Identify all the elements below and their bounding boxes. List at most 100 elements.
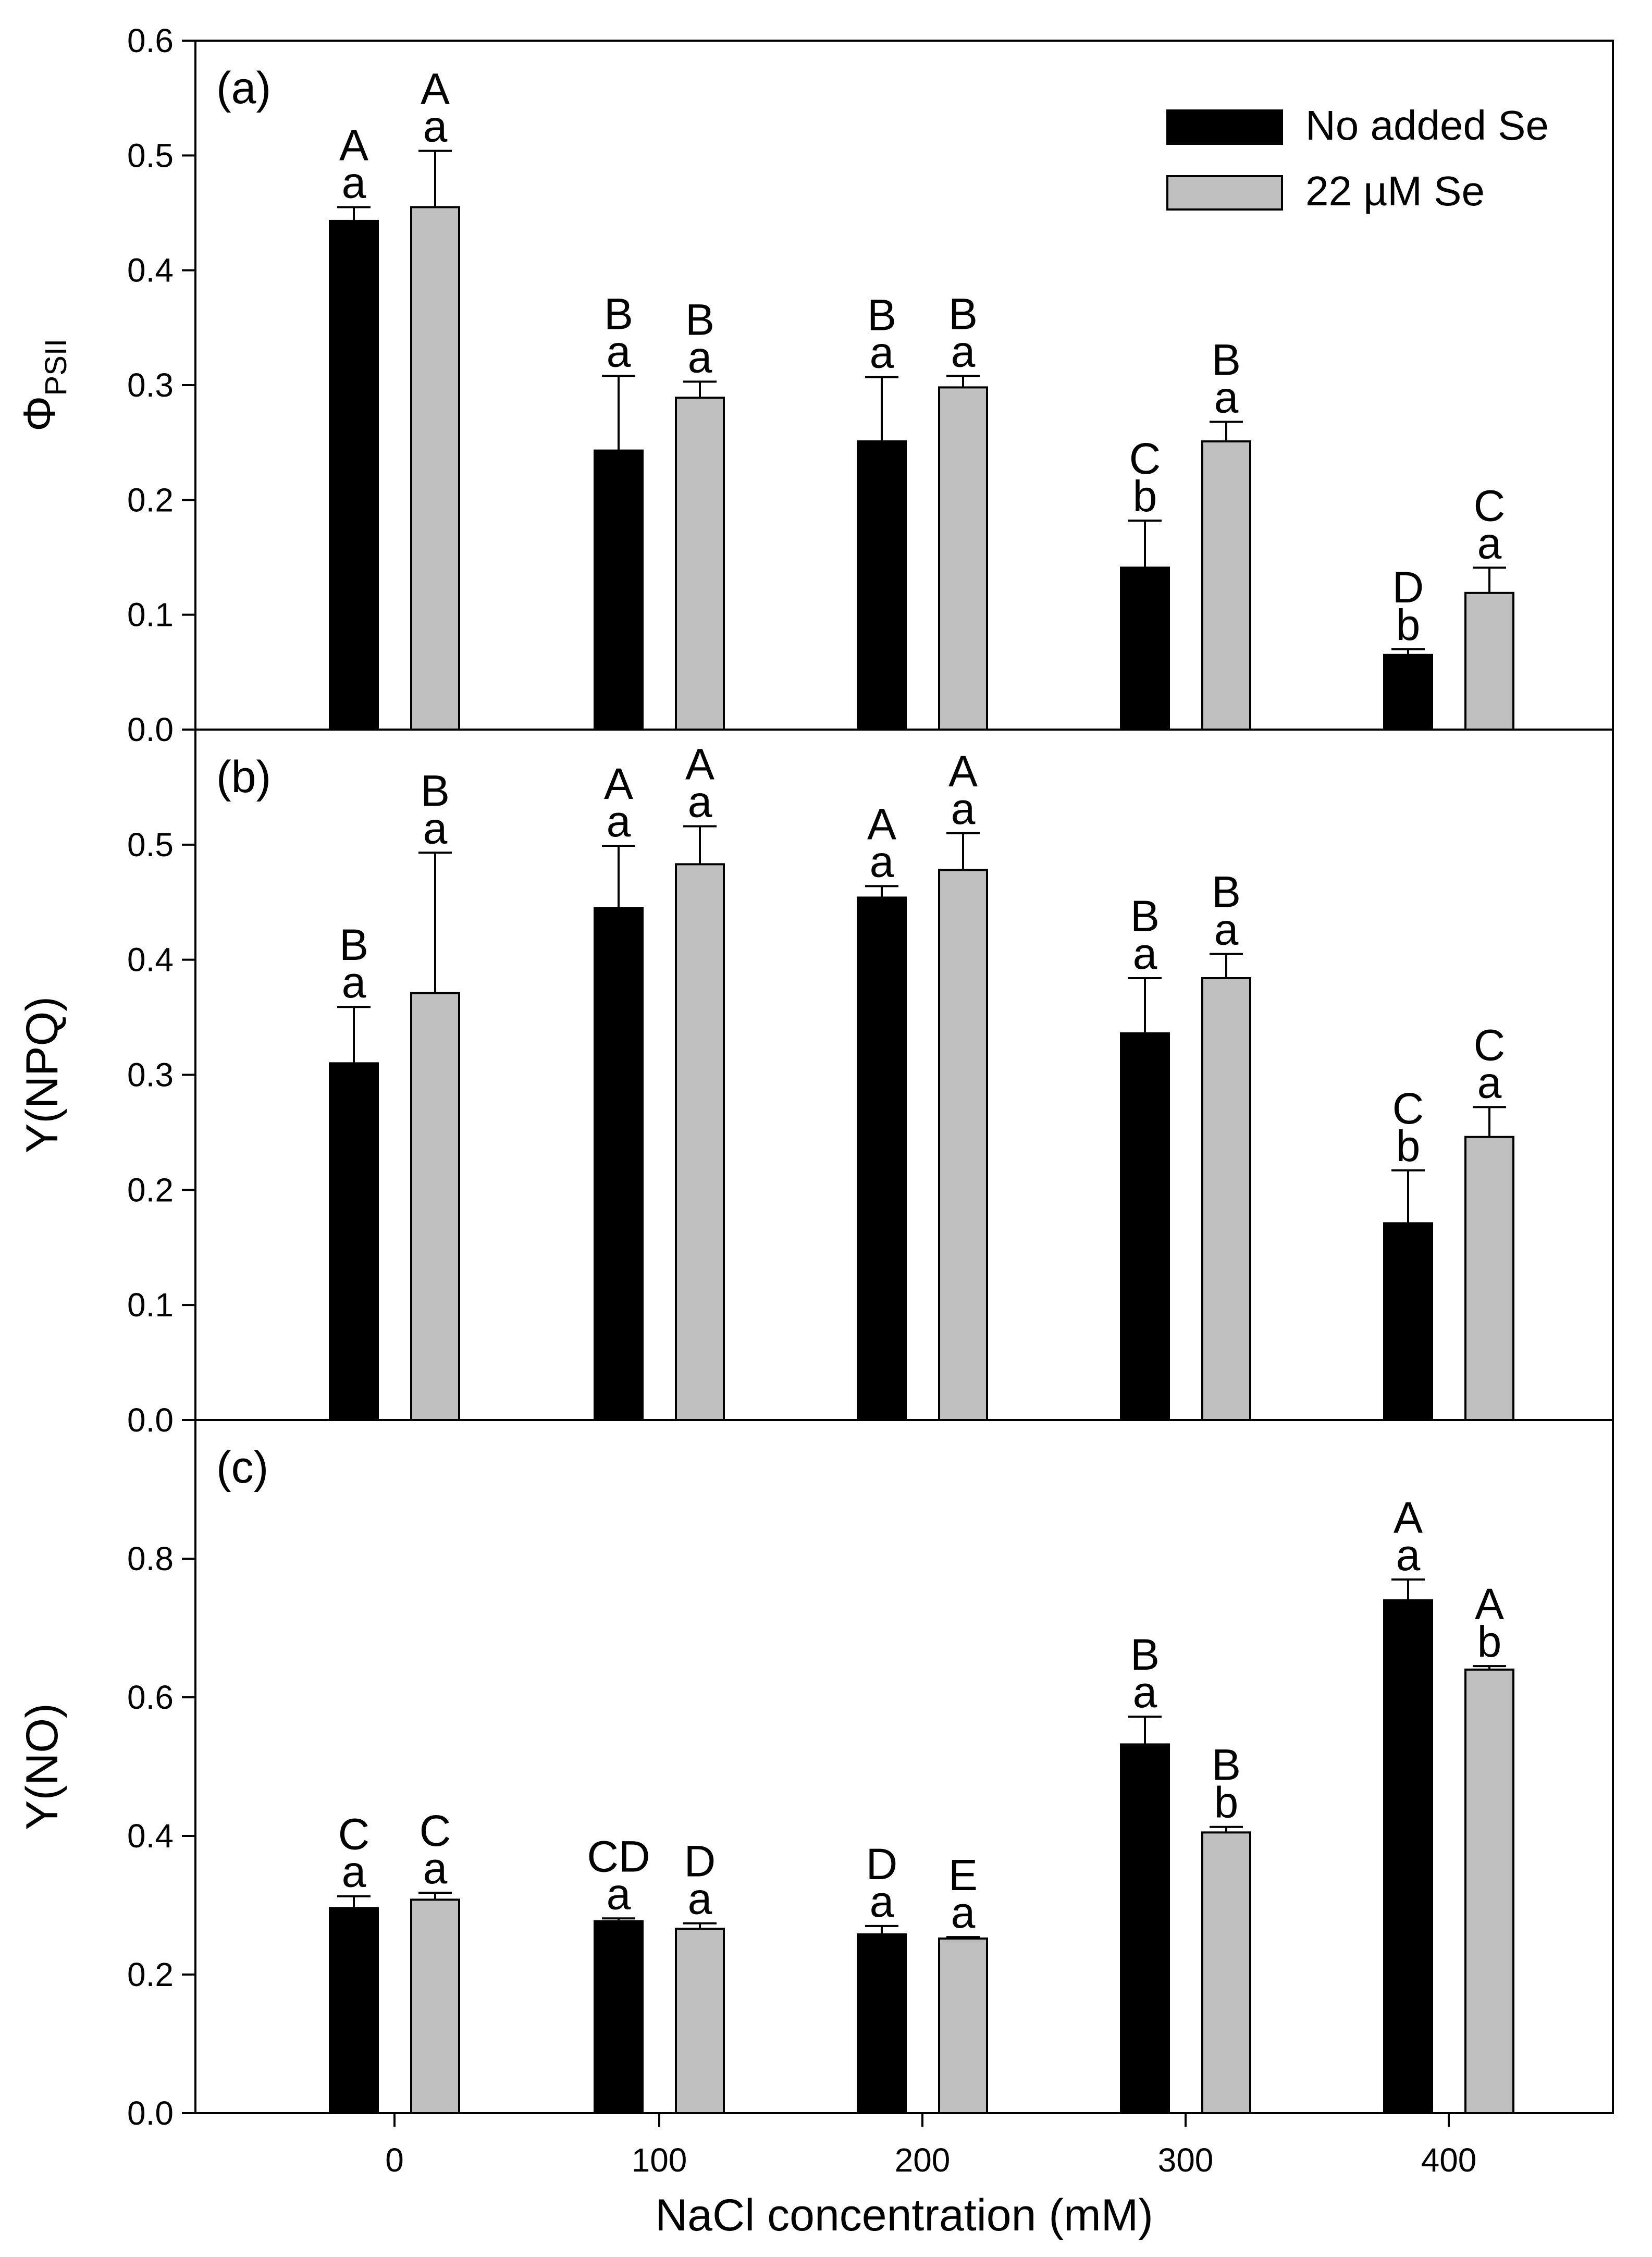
x-axis-title: NaCl concentration (mM) (655, 2190, 1153, 2240)
bar-no-se-0 (329, 1907, 379, 2115)
significance-letter-upper: B (1212, 868, 1241, 917)
y-tick-label: 0.6 (127, 22, 174, 59)
bar-no-se-400 (1383, 1599, 1433, 2115)
y-tick-label: 0.8 (127, 1540, 174, 1577)
significance-letter-upper: C (420, 1806, 451, 1855)
bar-se-200 (938, 1937, 988, 2115)
bar-no-se-200 (857, 896, 907, 1421)
bar-se-0 (410, 992, 460, 1422)
significance-letter-upper: B (421, 766, 450, 815)
bar-se-300 (1201, 1831, 1251, 2115)
significance-letter-upper: A (1475, 1580, 1504, 1629)
significance-letter-upper: B (1130, 1630, 1160, 1679)
bar-se-300 (1201, 977, 1251, 1421)
bar-no-se-300 (1120, 1743, 1170, 2114)
significance-letter-upper: C (1474, 481, 1506, 530)
bar-se-300 (1201, 440, 1251, 731)
panel-label: (b) (216, 752, 271, 802)
bar-se-200 (938, 386, 988, 731)
bar-se-100 (675, 863, 725, 1421)
significance-letter-lower: b (1477, 1617, 1502, 1666)
significance-letter-upper: A (948, 747, 978, 796)
plot-area: 0.00.10.20.30.40.50.6ΦPSII(a)aAaBaBbCbDa… (15, 22, 1614, 2179)
y-tick-label: 0.0 (127, 1401, 174, 1439)
significance-letter-upper: A (867, 799, 896, 848)
significance-letter-upper: D (1392, 563, 1424, 612)
significance-letter-lower: a (951, 784, 976, 833)
significance-letter-upper: B (1212, 1741, 1241, 1790)
y-tick-label: 0.5 (127, 826, 174, 864)
bar-no-se-0 (329, 219, 379, 731)
significance-letter-upper: B (948, 289, 978, 338)
significance-letter-lower: a (1477, 1058, 1502, 1107)
significance-letter-upper: B (339, 920, 368, 969)
significance-letter-lower: a (423, 804, 448, 853)
significance-letter-upper: A (421, 65, 450, 114)
y-axis-title-subscript: PSII (39, 339, 73, 396)
bar-no-se-200 (857, 1933, 907, 2115)
bar-se-400 (1464, 1136, 1514, 1421)
y-tick-label: 0.2 (127, 481, 174, 519)
bar-no-se-300 (1120, 566, 1170, 731)
significance-letter-lower: b (1133, 472, 1157, 521)
significance-letter-lower: a (1133, 929, 1157, 978)
significance-letter-lower: a (423, 102, 448, 151)
y-tick-label: 0.6 (127, 1679, 174, 1716)
significance-letter-upper: A (1394, 1493, 1423, 1542)
significance-letter-upper: E (948, 1851, 978, 1900)
significance-letter-lower: a (1477, 519, 1502, 568)
y-tick-label: 0.1 (127, 596, 174, 634)
y-axis-title: Y(NO) (17, 1703, 67, 1830)
panel-3: 0.00.20.40.60.8Y(NO)(c)aCaCDaDaBaAaCaDaE… (17, 1419, 1614, 2179)
significance-letter-lower: a (1396, 1531, 1421, 1580)
bar-no-se-100 (594, 449, 644, 731)
y-tick-label: 0.3 (127, 1056, 174, 1094)
x-tick-label: 200 (895, 2141, 951, 2179)
significance-letter-lower: a (1214, 905, 1239, 954)
significance-letter-lower: a (1214, 373, 1239, 422)
significance-letter-lower: a (607, 797, 631, 846)
bar-se-100 (675, 397, 725, 731)
significance-letter-upper: C (1392, 1084, 1424, 1133)
significance-letter-upper: D (684, 1837, 716, 1886)
y-axis-title: Y(NPQ) (17, 996, 67, 1153)
x-tick-label: 100 (632, 2141, 687, 2179)
bar-no-se-100 (594, 907, 644, 1421)
significance-letter-lower: a (688, 1874, 712, 1923)
y-axis-title: ΦPSII (15, 339, 73, 431)
y-axis-title-main: Φ (15, 396, 65, 431)
x-tick-label: 0 (385, 2141, 404, 2179)
significance-letter-upper: B (1130, 892, 1160, 941)
y-tick-label: 0.4 (127, 252, 174, 289)
bar-se-0 (410, 1898, 460, 2115)
significance-letter-lower: a (870, 328, 894, 377)
significance-letter-upper: C (1474, 1020, 1506, 1069)
significance-letter-lower: a (342, 958, 366, 1007)
significance-letter-upper: C (338, 1810, 370, 1859)
x-tick-label: 400 (1421, 2141, 1477, 2179)
significance-letter-lower: b (1396, 600, 1421, 649)
significance-letter-lower: a (870, 837, 894, 886)
significance-letter-upper: CD (587, 1832, 650, 1881)
bar-se-200 (938, 869, 988, 1421)
significance-letter-upper: A (604, 759, 633, 808)
bar-no-se-0 (329, 1062, 379, 1421)
panel-label: (a) (216, 63, 271, 113)
panel-1: 0.00.10.20.30.40.50.6ΦPSII(a)aAaBaBbCbDa… (15, 22, 1614, 748)
significance-letter-upper: A (339, 120, 368, 169)
significance-letter-upper: B (1212, 336, 1241, 385)
legend: No added Se 22 µM Se (1166, 102, 1549, 214)
significance-letter-lower: a (951, 327, 976, 376)
legend-swatch (1166, 109, 1283, 145)
bar-se-0 (410, 206, 460, 731)
y-tick-label: 0.3 (127, 366, 174, 404)
y-tick-label: 0.4 (127, 941, 174, 979)
bar-no-se-200 (857, 440, 907, 731)
significance-letter-upper: B (867, 291, 896, 340)
bar-se-400 (1464, 591, 1514, 731)
significance-letter-lower: a (607, 327, 631, 376)
y-tick-label: 0.0 (127, 2094, 174, 2132)
significance-letter-upper: D (866, 1840, 898, 1889)
